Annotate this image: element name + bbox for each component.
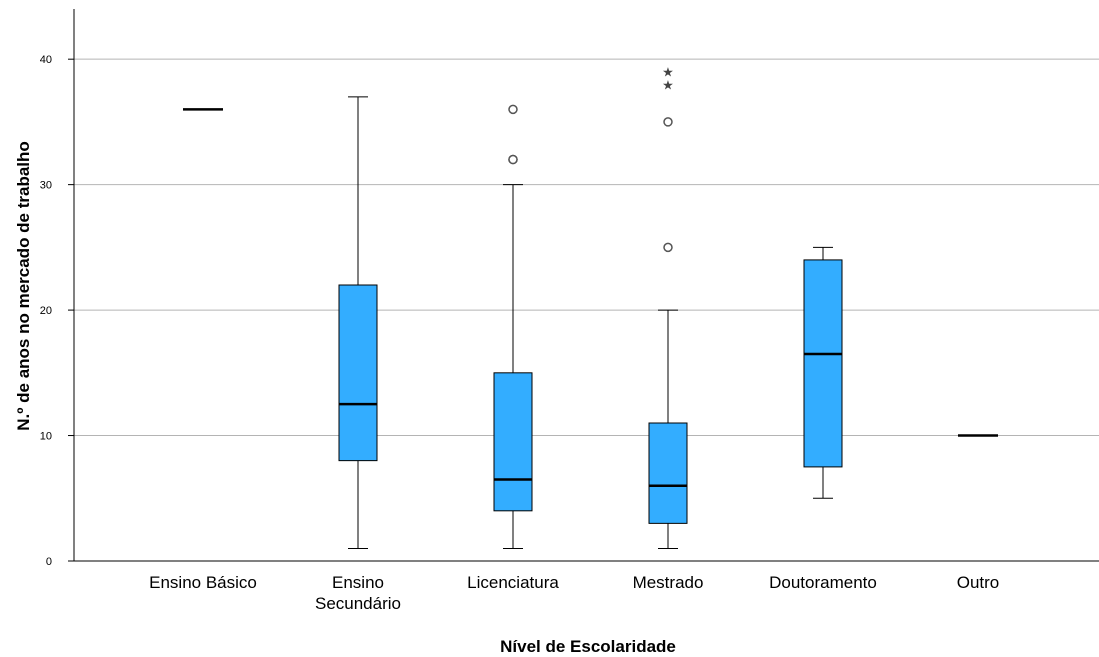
x-tick-label: Licenciatura xyxy=(467,573,559,592)
iqr-box xyxy=(338,284,378,462)
box-group xyxy=(803,246,843,499)
x-tick-label: Secundário xyxy=(315,594,401,613)
x-tick-label: Doutoramento xyxy=(769,573,877,592)
outlier-point xyxy=(508,154,518,165)
y-tick-label: 20 xyxy=(40,305,52,317)
extreme-point: ★ xyxy=(662,78,674,93)
extreme-point: ★ xyxy=(662,66,674,81)
y-tick-label: 40 xyxy=(40,54,52,66)
box-group xyxy=(493,104,533,549)
x-tick-label: Ensino xyxy=(332,573,384,592)
y-tick-label: 30 xyxy=(40,180,52,192)
x-tick-label: Mestrado xyxy=(633,573,704,592)
outlier-point xyxy=(663,242,673,253)
axes: 0 10 20 30 40 Ensino Básico Ensino Secundário Li… xyxy=(40,9,1099,613)
gridlines xyxy=(74,58,1099,437)
x-axis-title: Nível de Escolaridade xyxy=(500,637,676,656)
box-group xyxy=(338,96,378,549)
y-axis-title: N.º de anos no mercado de trabalho xyxy=(14,141,33,431)
box-series: ★★ xyxy=(183,66,998,549)
outlier-point xyxy=(508,104,518,115)
iqr-box xyxy=(648,422,688,524)
iqr-box xyxy=(803,259,843,468)
y-tick-label: 0 xyxy=(46,556,52,568)
y-tick-label: 10 xyxy=(40,431,52,443)
iqr-box xyxy=(493,372,533,512)
x-tick-label: Ensino Básico xyxy=(149,573,257,592)
x-tick-label: Outro xyxy=(957,573,1000,592)
box-group: ★★ xyxy=(648,66,688,549)
outlier-point xyxy=(663,117,673,127)
